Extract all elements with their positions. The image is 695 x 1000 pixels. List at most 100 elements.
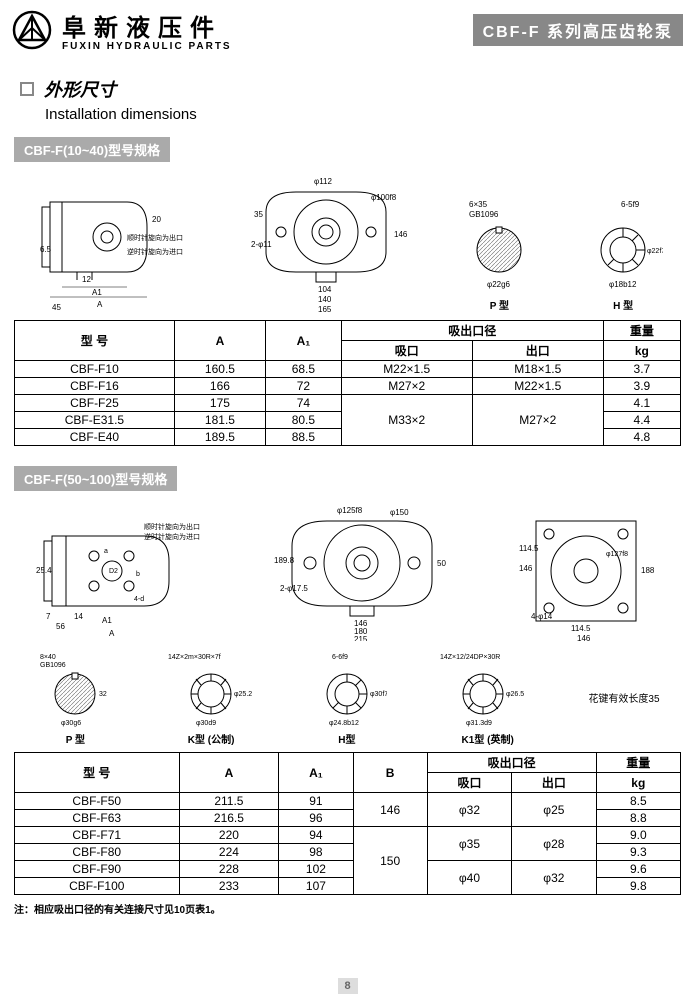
svg-text:146: 146 bbox=[519, 564, 533, 573]
svg-text:104: 104 bbox=[318, 285, 332, 294]
th-in: 吸口 bbox=[341, 341, 472, 361]
th-kg: kg bbox=[603, 341, 680, 361]
page-number: 8 bbox=[338, 978, 358, 994]
svg-text:φ24.8b12: φ24.8b12 bbox=[329, 720, 359, 727]
brand-name-en: FUXIN HYDRAULIC PARTS bbox=[62, 41, 232, 52]
svg-text:逆时针旋向为进口: 逆时针旋向为进口 bbox=[144, 532, 200, 541]
shaft-h: 6-6f9 φ30f7 φ24.8b12 H型 bbox=[307, 649, 387, 746]
page-header: 阜新液压件 FUXIN HYDRAULIC PARTS CBF-F 系列高压齿轮… bbox=[0, 0, 695, 56]
svg-text:25.4: 25.4 bbox=[36, 566, 52, 575]
svg-text:7: 7 bbox=[46, 612, 51, 621]
svg-text:32: 32 bbox=[99, 691, 107, 698]
th-model: 型 号 bbox=[15, 321, 175, 361]
svg-text:140: 140 bbox=[318, 295, 332, 304]
svg-text:2-φ17.5: 2-φ17.5 bbox=[280, 584, 308, 593]
table-1: 型 号 A A₁ 吸出口径 重量 吸口 出口 kg CBF-F10160.568… bbox=[14, 320, 681, 446]
section-title-en: Installation dimensions bbox=[45, 106, 695, 123]
svg-text:φ31.3d9: φ31.3d9 bbox=[466, 720, 492, 727]
svg-text:14Z×2m×30R×7f: 14Z×2m×30R×7f bbox=[168, 654, 221, 661]
th-weight: 重量 bbox=[603, 321, 680, 341]
svg-text:50: 50 bbox=[437, 559, 446, 568]
svg-text:φ100f8: φ100f8 bbox=[371, 193, 397, 202]
svg-text:12: 12 bbox=[82, 275, 91, 284]
th-io: 吸出口径 bbox=[341, 321, 603, 341]
svg-text:45: 45 bbox=[52, 303, 61, 312]
note-cw: 顺时针旋向为出口 bbox=[127, 233, 183, 242]
svg-text:146: 146 bbox=[577, 634, 591, 641]
table-row: CBF-F2517574M33×2M27×24.1 bbox=[15, 395, 681, 412]
svg-text:8×40: 8×40 bbox=[40, 654, 56, 661]
svg-text:A: A bbox=[109, 629, 115, 638]
series-title-bar: CBF-F 系列高压齿轮泵 bbox=[473, 14, 683, 46]
svg-text:6-5f9: 6-5f9 bbox=[621, 200, 640, 209]
shaft-p: 8×40 GB1096 32 φ30g6 P 型 bbox=[35, 649, 115, 746]
svg-text:b: b bbox=[136, 571, 140, 578]
square-bullet-icon bbox=[20, 82, 34, 96]
svg-text:φ25.2: φ25.2 bbox=[234, 691, 252, 698]
p-shaft-label: P 型 bbox=[459, 297, 539, 312]
brand-block: 阜新液压件 FUXIN HYDRAULIC PARTS bbox=[12, 8, 232, 52]
svg-text:顺时针旋向为出口: 顺时针旋向为出口 bbox=[144, 522, 200, 531]
svg-text:4-d: 4-d bbox=[134, 596, 144, 603]
svg-text:φ22g6: φ22g6 bbox=[487, 280, 511, 289]
th-A1: A₁ bbox=[266, 321, 342, 361]
section-title: 外形尺寸 bbox=[20, 76, 695, 102]
svg-text:GB1096: GB1096 bbox=[40, 662, 66, 669]
diagram2-square: 146 114.5 188 4-φ14 114.5 146 φ127f8 bbox=[511, 501, 661, 641]
table-row: CBF-F1616672M27×2M22×1.53.9 bbox=[15, 378, 681, 395]
diagram-side-view: 6.5 45 12 A1 A 20 顺时针旋向为出口 逆时针旋向为进口 bbox=[32, 182, 192, 312]
brand-text: 阜新液压件 FUXIN HYDRAULIC PARTS bbox=[62, 8, 232, 52]
svg-text:A: A bbox=[97, 300, 103, 309]
diagram-front-view: φ112 φ100f8 35 2-φ11 146 104 140 165 bbox=[236, 172, 416, 312]
svg-text:6×35: 6×35 bbox=[469, 200, 488, 209]
table-2: 型 号 A A₁ B 吸出口径 重量 吸口 出口 kg CBF-F50211.5… bbox=[14, 752, 681, 895]
svg-text:φ127f8: φ127f8 bbox=[606, 551, 628, 558]
svg-text:14: 14 bbox=[74, 612, 83, 621]
footnote: 注：相应吸出口径的有关连接尺寸见10页表1。 bbox=[14, 901, 681, 916]
svg-text:114.5: 114.5 bbox=[519, 544, 539, 553]
svg-text:215: 215 bbox=[354, 635, 368, 641]
svg-text:D2: D2 bbox=[109, 568, 118, 575]
svg-text:A1: A1 bbox=[92, 288, 102, 297]
brand-logo-icon bbox=[12, 10, 52, 50]
shaft-k1: 14Z×12/24DP×30R φ26.5 φ31.3d9 K1型 (英制) bbox=[438, 649, 538, 746]
svg-text:φ125f8: φ125f8 bbox=[337, 506, 363, 515]
th-out: 出口 bbox=[472, 341, 603, 361]
svg-text:6-6f9: 6-6f9 bbox=[332, 654, 348, 661]
svg-text:35: 35 bbox=[254, 210, 263, 219]
svg-text:φ112: φ112 bbox=[314, 177, 332, 186]
svg-text:A1: A1 bbox=[102, 616, 112, 625]
svg-text:φ30f7: φ30f7 bbox=[370, 691, 387, 698]
subsection2-diagrams: 25.4 7 56 14 A1 A a D2 b 4-d 顺时针旋向为出口 逆时… bbox=[10, 501, 685, 641]
th-A: A bbox=[174, 321, 265, 361]
svg-text:φ30g6: φ30g6 bbox=[61, 720, 81, 727]
svg-text:189.8: 189.8 bbox=[274, 556, 295, 565]
table-row: CBF-F50211.591146φ32φ258.5 bbox=[15, 793, 681, 810]
subsection2-title: CBF-F(50~100)型号规格 bbox=[14, 466, 177, 491]
shaft-types-row: 8×40 GB1096 32 φ30g6 P 型 14Z×2m×30R×7f φ… bbox=[10, 649, 685, 746]
svg-text:56: 56 bbox=[56, 622, 65, 631]
subsection1-diagrams: 6.5 45 12 A1 A 20 顺时针旋向为出口 逆时针旋向为进口 φ112… bbox=[10, 172, 685, 312]
svg-text:4-φ14: 4-φ14 bbox=[531, 612, 553, 621]
diagram2-side: 25.4 7 56 14 A1 A a D2 b 4-d 顺时针旋向为出口 逆时… bbox=[34, 511, 214, 641]
svg-text:a: a bbox=[104, 548, 108, 555]
svg-text:φ22f7: φ22f7 bbox=[647, 248, 663, 255]
svg-text:114.5: 114.5 bbox=[571, 624, 591, 633]
svg-text:6.5: 6.5 bbox=[40, 245, 52, 254]
section-title-cn: 外形尺寸 bbox=[44, 76, 116, 102]
shaft-note: 花键有效长度35 bbox=[588, 690, 659, 705]
svg-text:φ18b12: φ18b12 bbox=[609, 280, 637, 289]
diagram-h-shaft: 6-5f9 φ22f7 φ18b12 H 型 bbox=[583, 195, 663, 312]
shaft-k: 14Z×2m×30R×7f φ25.2 φ30d9 K型 (公制) bbox=[166, 649, 256, 746]
svg-text:GB1096: GB1096 bbox=[469, 210, 499, 219]
table-row: CBF-F7122094150φ35φ289.0 bbox=[15, 827, 681, 844]
svg-text:φ150: φ150 bbox=[390, 508, 409, 517]
diagram2-front: φ125f8 φ150 189.8 50 2-φ17.5 146 180 215 bbox=[262, 501, 462, 641]
svg-text:φ30d9: φ30d9 bbox=[196, 720, 216, 727]
svg-text:165: 165 bbox=[318, 305, 332, 312]
subsection1-title: CBF-F(10~40)型号规格 bbox=[14, 137, 170, 162]
diagram-p-shaft: 6×35 GB1096 φ22g6 P 型 bbox=[459, 195, 539, 312]
svg-text:20: 20 bbox=[152, 215, 161, 224]
table-row: CBF-F10160.568.5M22×1.5M18×1.53.7 bbox=[15, 361, 681, 378]
note-ccw: 逆时针旋向为进口 bbox=[127, 247, 183, 256]
